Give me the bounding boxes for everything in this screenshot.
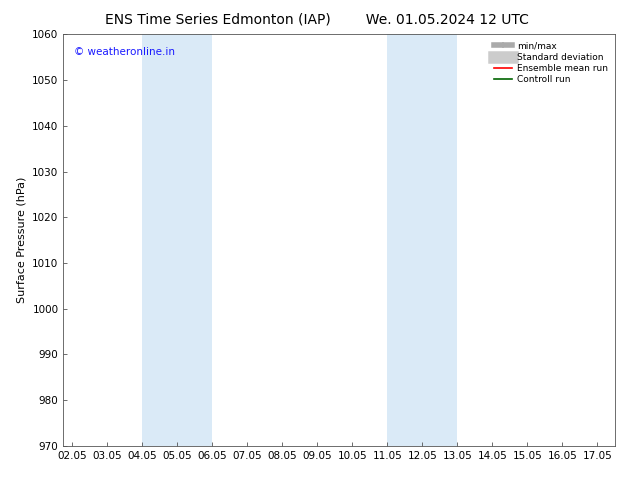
Bar xyxy=(387,34,457,446)
Text: ENS Time Series Edmonton (IAP)        We. 01.05.2024 12 UTC: ENS Time Series Edmonton (IAP) We. 01.05… xyxy=(105,12,529,26)
Legend: min/max, Standard deviation, Ensemble mean run, Controll run: min/max, Standard deviation, Ensemble me… xyxy=(491,39,611,87)
Bar xyxy=(142,34,212,446)
Text: © weatheronline.in: © weatheronline.in xyxy=(74,47,176,57)
Y-axis label: Surface Pressure (hPa): Surface Pressure (hPa) xyxy=(16,177,27,303)
